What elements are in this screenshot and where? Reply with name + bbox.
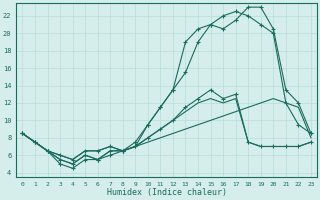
X-axis label: Humidex (Indice chaleur): Humidex (Indice chaleur) <box>107 188 227 197</box>
